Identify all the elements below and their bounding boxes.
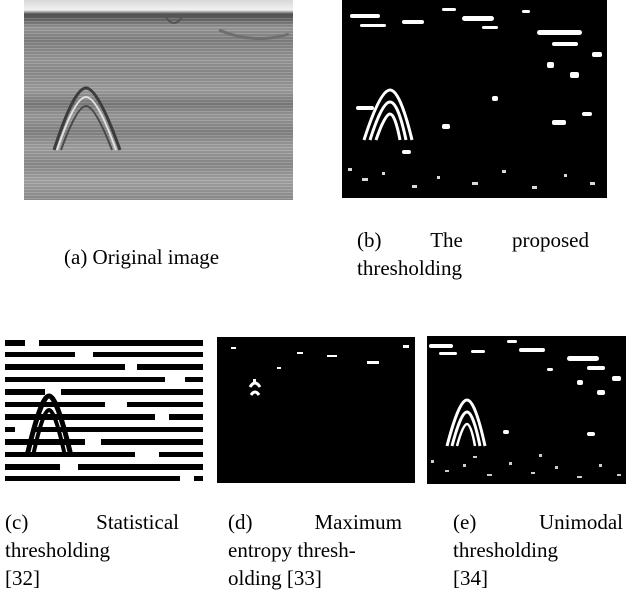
caption-a: (a) Original image — [64, 243, 284, 271]
caption-d: (d) Maximum entropy thresh- olding [33] — [228, 508, 402, 592]
panel-b-proposed-thresholding — [342, 0, 607, 198]
caption-c: (c) Statistical thresholding [32] — [5, 508, 179, 592]
caption-b: (b) The proposed thresholding — [357, 226, 589, 282]
panel-e-unimodal-thresholding — [427, 336, 626, 484]
panel-d-maximum-entropy-thresholding — [217, 337, 415, 483]
panel-c-statistical-thresholding — [5, 336, 203, 484]
panel-a-original-image — [24, 0, 293, 200]
caption-e: (e) Unimodal thresholding [34] — [453, 508, 623, 592]
